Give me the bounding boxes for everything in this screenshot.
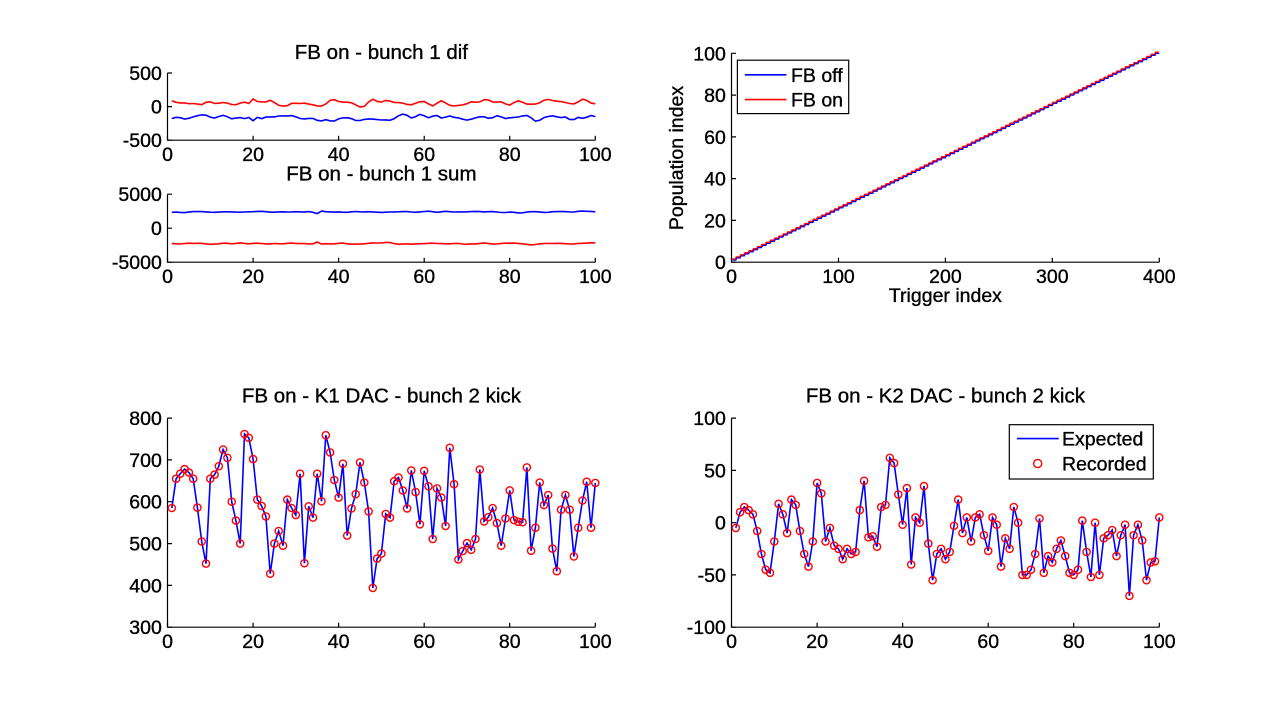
svg-text:60: 60 (413, 631, 435, 653)
svg-text:60: 60 (413, 144, 435, 166)
svg-text:0: 0 (162, 144, 173, 166)
svg-text:60: 60 (413, 266, 435, 288)
svg-text:500: 500 (129, 63, 162, 85)
svg-text:0: 0 (726, 631, 737, 653)
svg-text:40: 40 (892, 631, 914, 653)
svg-text:FB on - K2 DAC - bunch 2 kick: FB on - K2 DAC - bunch 2 kick (806, 385, 1086, 408)
svg-text:400: 400 (129, 575, 162, 597)
svg-text:0: 0 (162, 631, 173, 653)
svg-text:400: 400 (1143, 266, 1176, 288)
svg-text:0: 0 (715, 513, 726, 535)
svg-text:300: 300 (129, 617, 162, 639)
svg-text:20: 20 (242, 144, 264, 166)
svg-text:20: 20 (242, 631, 264, 653)
svg-text:80: 80 (499, 266, 521, 288)
svg-text:Recorded: Recorded (1062, 454, 1147, 476)
svg-text:Population index: Population index (666, 86, 688, 230)
svg-text:100: 100 (693, 43, 726, 65)
svg-text:-500: -500 (123, 130, 162, 152)
svg-text:300: 300 (1036, 266, 1069, 288)
svg-text:200: 200 (929, 266, 962, 288)
svg-text:-50: -50 (698, 565, 726, 587)
svg-text:100: 100 (1143, 631, 1176, 653)
svg-text:Expected: Expected (1062, 429, 1143, 451)
svg-text:FB on - bunch 1 sum: FB on - bunch 1 sum (286, 162, 476, 185)
svg-text:5000: 5000 (118, 184, 162, 206)
svg-text:100: 100 (693, 408, 726, 430)
svg-text:60: 60 (704, 127, 726, 149)
svg-text:Trigger index: Trigger index (889, 285, 1002, 307)
svg-text:100: 100 (579, 144, 612, 166)
svg-text:800: 800 (129, 408, 162, 430)
svg-text:20: 20 (806, 631, 828, 653)
svg-text:40: 40 (704, 169, 726, 191)
svg-text:40: 40 (328, 266, 350, 288)
svg-text:40: 40 (328, 631, 350, 653)
svg-text:700: 700 (129, 450, 162, 472)
svg-text:100: 100 (579, 631, 612, 653)
svg-text:0: 0 (151, 218, 162, 240)
svg-text:100: 100 (579, 266, 612, 288)
svg-text:80: 80 (499, 631, 521, 653)
svg-text:60: 60 (977, 631, 999, 653)
svg-text:50: 50 (704, 460, 726, 482)
svg-text:0: 0 (151, 97, 162, 119)
svg-text:-5000: -5000 (112, 252, 162, 274)
svg-text:FB off: FB off (791, 65, 843, 87)
svg-text:80: 80 (704, 85, 726, 107)
svg-text:0: 0 (715, 252, 726, 274)
svg-text:80: 80 (499, 144, 521, 166)
svg-text:20: 20 (242, 266, 264, 288)
svg-text:500: 500 (129, 534, 162, 556)
svg-text:0: 0 (162, 266, 173, 288)
svg-text:600: 600 (129, 492, 162, 514)
svg-text:20: 20 (704, 210, 726, 232)
svg-text:40: 40 (328, 144, 350, 166)
svg-text:80: 80 (1063, 631, 1085, 653)
svg-text:FB on - K1 DAC - bunch 2 kick: FB on - K1 DAC - bunch 2 kick (242, 385, 522, 408)
svg-text:FB on - bunch 1 dif: FB on - bunch 1 dif (295, 41, 469, 64)
svg-text:-100: -100 (687, 617, 726, 639)
svg-text:FB on: FB on (791, 90, 843, 112)
svg-text:100: 100 (822, 266, 855, 288)
svg-text:0: 0 (726, 266, 737, 288)
